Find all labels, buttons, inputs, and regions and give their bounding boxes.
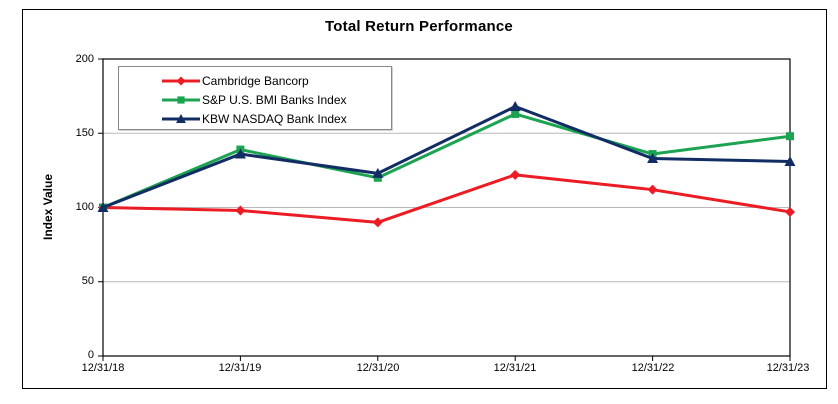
x-tick-label-2018: 12/31/18: [81, 362, 125, 374]
x-tick-label-2021: 12/31/21: [493, 362, 537, 374]
chart-title: Total Return Performance: [325, 18, 513, 35]
y-tick-label-100: 100: [75, 201, 94, 213]
x-tick-label-2022: 12/31/22: [631, 362, 675, 374]
legend-item-sp-bmi-banks: S&P U.S. BMI Banks Index: [161, 90, 391, 109]
legend-label: Cambridge Bancorp: [202, 73, 309, 88]
plot-area: [97, 58, 796, 361]
legend-label: S&P U.S. BMI Banks Index: [202, 92, 347, 107]
legend-item-cambridge-bancorp: Cambridge Bancorp: [161, 71, 391, 90]
legend-line-diamond-icon: [162, 76, 200, 85]
legend-item-kbw-nasdaq-bank: KBW NASDAQ Bank Index: [161, 109, 391, 128]
y-tick-label-200: 200: [75, 53, 94, 65]
legend: Cambridge Bancorp S&P U.S. BMI Banks Ind…: [118, 66, 392, 130]
y-tick-label-0: 0: [87, 349, 94, 361]
x-tick-label-2023: 12/31/23: [766, 362, 810, 374]
y-tick-label-50: 50: [81, 275, 94, 287]
legend-line-square-icon: [162, 95, 200, 104]
y-axis-title: Index Value: [41, 173, 55, 241]
y-tick-label-150: 150: [75, 127, 94, 139]
x-tick-label-2019: 12/31/19: [218, 362, 262, 374]
x-tick-label-2020: 12/31/20: [356, 362, 400, 374]
legend-line-triangle-icon: [162, 113, 200, 123]
legend-label: KBW NASDAQ Bank Index: [202, 111, 347, 126]
